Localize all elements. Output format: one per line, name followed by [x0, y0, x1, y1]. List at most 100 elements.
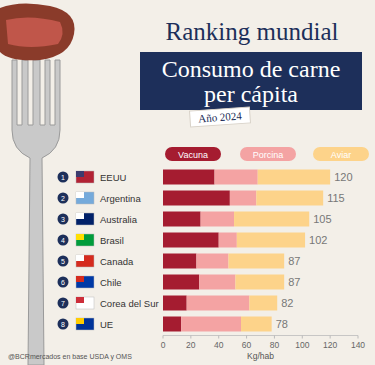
year-label: Año 2024: [198, 109, 243, 124]
bar-segment: [196, 254, 228, 269]
legend-swatch: [240, 147, 296, 161]
legend-label: Aviar: [331, 150, 351, 160]
bar-segment: [163, 212, 201, 227]
rank-label: 3: [61, 216, 65, 223]
year-group: Año 2024: [190, 107, 251, 127]
rank-badge: [58, 277, 69, 288]
meat: [0, 3, 75, 60]
bar-segment: [219, 233, 237, 248]
rank-badge: [58, 193, 69, 204]
rank-label: 1: [61, 174, 65, 181]
x-axis-line: [163, 335, 358, 336]
legend-label: Porcina: [253, 150, 284, 160]
year-box: [190, 107, 251, 127]
total-label: 78: [276, 318, 288, 330]
x-tick: [163, 336, 164, 339]
bar-segment: [163, 233, 219, 248]
subtitle-line: per cápita: [204, 81, 298, 107]
bar-segment: [258, 170, 330, 185]
category-label: UE: [100, 319, 113, 330]
bar-segment: [199, 275, 235, 290]
flag: [76, 276, 94, 288]
background: [0, 0, 375, 365]
flag: [76, 171, 94, 183]
category-label: Australia: [100, 214, 138, 225]
bar-segment: [215, 170, 258, 185]
category-label: Brasil: [100, 235, 124, 246]
subtitle: Consumo de carneper cápita: [162, 56, 341, 107]
flag: [76, 234, 94, 246]
rank-label: 6: [61, 279, 65, 286]
flag: [76, 213, 84, 219]
x-tick-label: 0: [161, 340, 166, 350]
category-label: Argentina: [100, 193, 141, 204]
flag: [76, 192, 94, 204]
legend-swatch: [313, 147, 369, 161]
rank-badge: [58, 319, 69, 330]
x-tick: [358, 336, 359, 339]
bar-segment: [163, 317, 181, 332]
flag: [76, 276, 84, 282]
total-label: 87: [288, 255, 300, 267]
x-tick-label: 120: [323, 340, 337, 350]
chart: Ranking mundial Consumo de carneper cápit…: [0, 0, 375, 365]
x-tick-label: 40: [214, 340, 224, 350]
rank-label: 4: [61, 237, 65, 244]
bar-segment: [163, 191, 230, 206]
total-label: 105: [313, 213, 331, 225]
rank-badge: [58, 235, 69, 246]
bar-segment: [241, 317, 272, 332]
legend-label: Vacuna: [178, 150, 208, 160]
x-tick: [302, 336, 303, 339]
rank-badge: [58, 256, 69, 267]
total-label: 82: [281, 297, 293, 309]
bar-segment: [228, 254, 284, 269]
bar-segment: [256, 191, 323, 206]
category-label: Canada: [100, 256, 134, 267]
x-tick: [274, 336, 275, 339]
bar-segment: [235, 275, 284, 290]
x-tick-label: 140: [351, 340, 365, 350]
flag: [76, 192, 84, 198]
bar-segment: [163, 170, 215, 185]
meat-inner: [6, 17, 63, 47]
fork: [12, 60, 60, 365]
flag: [76, 297, 94, 309]
x-tick-label: 100: [295, 340, 309, 350]
bar-segment: [234, 212, 309, 227]
flag: [76, 255, 94, 267]
bars: [163, 170, 330, 332]
x-tick-label: 20: [186, 340, 196, 350]
flag: [76, 234, 84, 240]
total-label: 87: [288, 276, 300, 288]
bar-segment: [230, 191, 256, 206]
total-label: 115: [327, 192, 345, 204]
x-tick: [218, 336, 219, 339]
rank-badge: [58, 214, 69, 225]
x-tick-label: 80: [270, 340, 280, 350]
bar-segment: [201, 212, 234, 227]
subtitle-line: Consumo de carne: [162, 56, 341, 82]
total-label: 120: [334, 171, 352, 183]
rank-label: 5: [61, 258, 65, 265]
x-tick-label: 60: [242, 340, 252, 350]
rank-badge: [58, 298, 69, 309]
category-label: Chile: [100, 277, 122, 288]
category-label: EEUU: [100, 172, 127, 183]
bar-segment: [249, 296, 277, 311]
x-tick: [330, 336, 331, 339]
flag: [76, 318, 84, 324]
x-tick: [190, 336, 191, 339]
rank-label: 2: [61, 195, 65, 202]
subtitle-box: [140, 52, 362, 110]
flag: [76, 297, 84, 303]
total-label: 102: [309, 234, 327, 246]
bar-segment: [237, 233, 305, 248]
flag: [76, 255, 84, 261]
legend-swatch: [165, 147, 221, 161]
flag: [76, 171, 84, 177]
bar-segment: [163, 254, 196, 269]
bar-segment: [163, 296, 187, 311]
title: Ranking mundial: [166, 18, 339, 45]
rank-label: 8: [61, 321, 65, 328]
